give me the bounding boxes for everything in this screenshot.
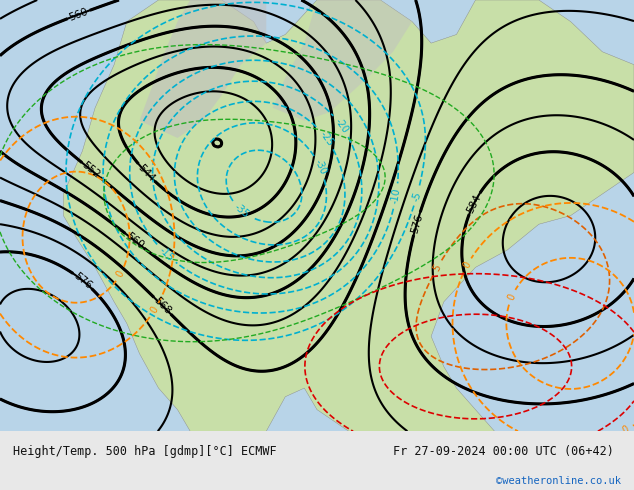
Text: -35: -35 [232, 201, 251, 220]
Text: 5: 5 [431, 263, 443, 273]
Text: -20: -20 [333, 117, 350, 135]
Text: 576: 576 [72, 270, 94, 291]
Text: 568: 568 [152, 295, 173, 316]
Text: -5: -5 [411, 190, 423, 202]
Text: 584: 584 [465, 192, 483, 215]
Polygon shape [63, 0, 634, 431]
Text: 560: 560 [68, 6, 90, 23]
Polygon shape [273, 0, 412, 121]
Text: -30: -30 [313, 158, 328, 176]
Text: 0: 0 [462, 260, 473, 270]
Text: 0: 0 [506, 293, 517, 302]
Text: 0: 0 [115, 269, 126, 279]
Text: Fr 27-09-2024 00:00 UTC (06+42): Fr 27-09-2024 00:00 UTC (06+42) [393, 445, 614, 458]
Text: -10: -10 [390, 188, 402, 205]
Text: -15: -15 [157, 245, 175, 263]
Text: 560: 560 [124, 231, 146, 251]
Text: 0: 0 [148, 305, 160, 315]
Text: -25: -25 [318, 129, 335, 148]
Polygon shape [0, 0, 634, 431]
Text: 0: 0 [621, 424, 631, 436]
Polygon shape [139, 0, 266, 138]
Text: 552: 552 [81, 160, 102, 180]
Text: 576: 576 [409, 213, 424, 235]
Text: 544: 544 [136, 162, 157, 183]
Text: ©weatheronline.co.uk: ©weatheronline.co.uk [496, 476, 621, 486]
Text: Height/Temp. 500 hPa [gdmp][°C] ECMWF: Height/Temp. 500 hPa [gdmp][°C] ECMWF [13, 445, 276, 458]
